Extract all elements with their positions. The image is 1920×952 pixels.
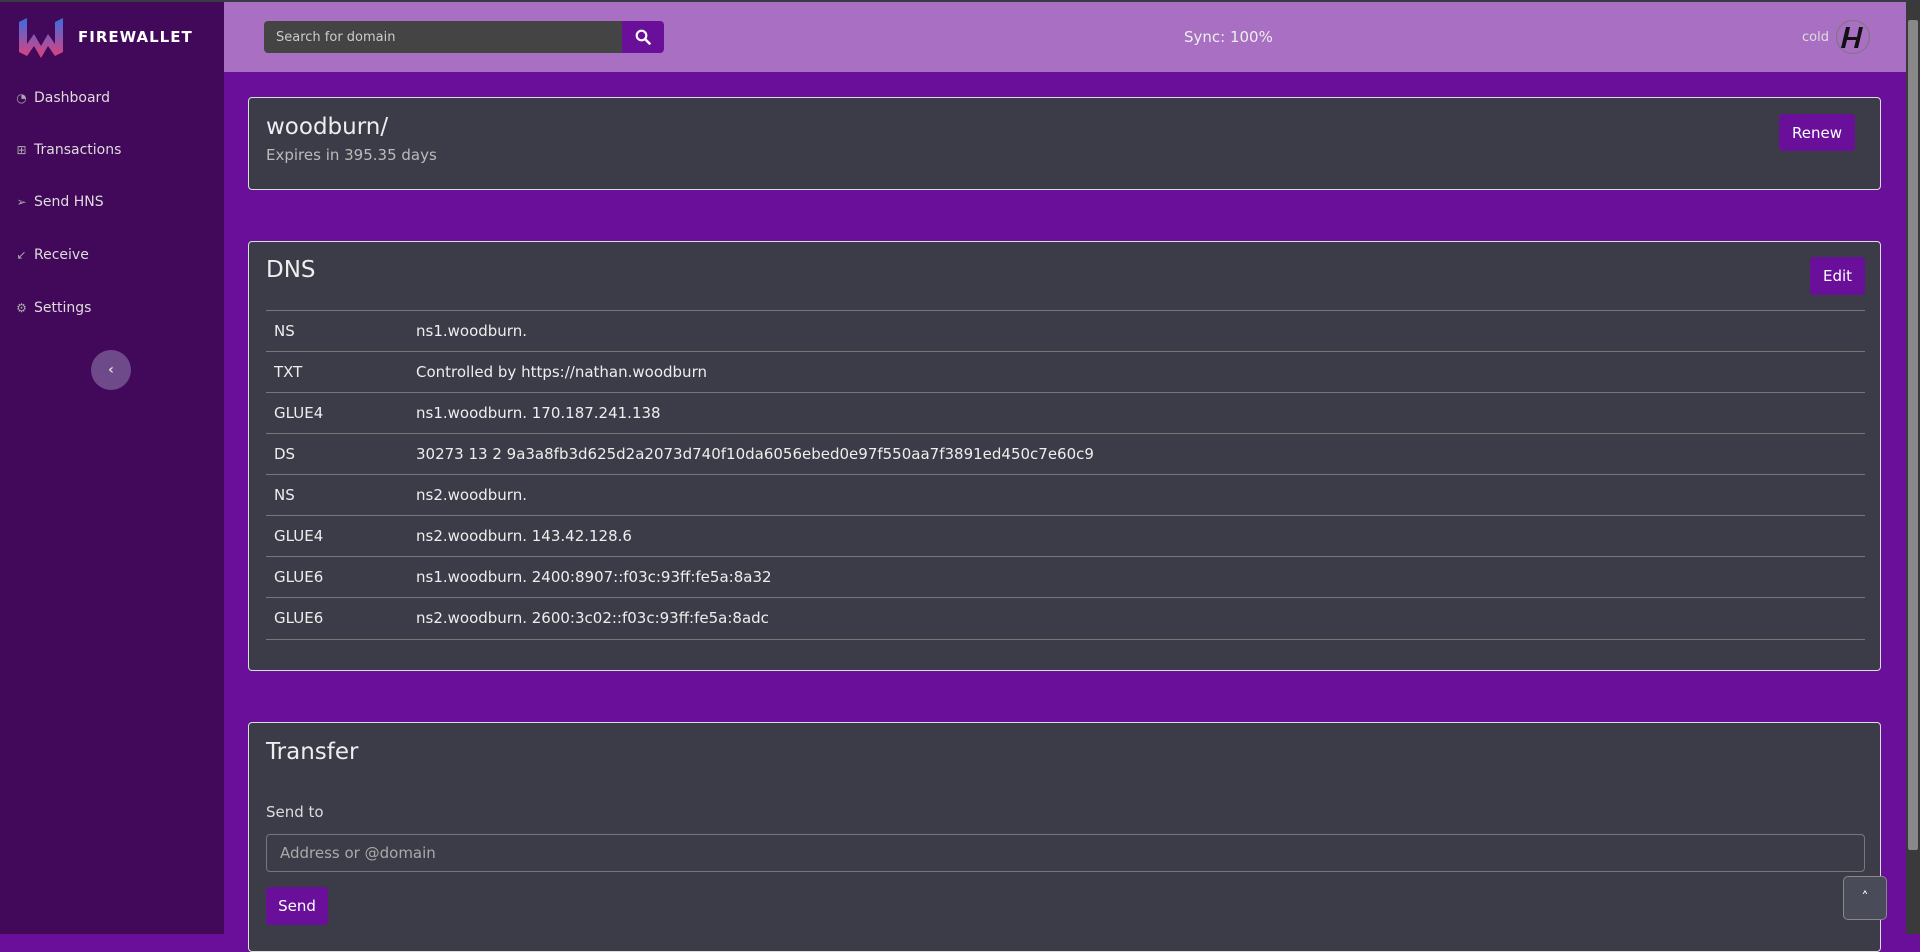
- record-value: 30273 13 2 9a3a8fb3d625d2a2073d740f10da6…: [416, 445, 1094, 463]
- domain-card: woodburn/ Expires in 395.35 days Renew: [248, 97, 1881, 190]
- search-button[interactable]: [622, 21, 664, 53]
- record-type: NS: [274, 486, 295, 504]
- record-value: ns2.woodburn.: [416, 486, 527, 504]
- record-type: TXT: [274, 363, 303, 381]
- receive-icon: ↙: [16, 248, 27, 262]
- dns-record-row: GLUE6 ns2.woodburn. 2600:3c02::f03c:93ff:…: [266, 597, 1865, 638]
- domain-name: woodburn/: [266, 114, 389, 140]
- record-value: ns2.woodburn. 2600:3c02::f03c:93ff:fe5a:…: [416, 609, 769, 627]
- send-button[interactable]: Send: [266, 887, 328, 925]
- sidebar-collapse-button[interactable]: ‹: [91, 350, 131, 390]
- edit-dns-button[interactable]: Edit: [1810, 257, 1865, 295]
- record-type: DS: [274, 445, 296, 463]
- record-type: GLUE6: [274, 609, 324, 627]
- top-bar: Sync: 100% cold: [224, 2, 1906, 72]
- send-icon: ➢: [16, 195, 27, 209]
- sidebar-item-dashboard[interactable]: ◔ Dashboard: [15, 90, 110, 106]
- sidebar-item-label: Transactions: [34, 142, 122, 158]
- transfer-title: Transfer: [266, 739, 359, 765]
- wallet-name[interactable]: cold: [1802, 30, 1829, 45]
- chevron-up-icon: ˄: [1861, 890, 1869, 906]
- sidebar-item-label: Send HNS: [34, 194, 104, 210]
- firewallet-logo: [19, 18, 63, 58]
- send-to-input[interactable]: [266, 834, 1865, 872]
- dns-record-row: NS ns1.woodburn.: [266, 310, 1865, 351]
- record-value: ns1.woodburn. 2400:8907::f03c:93ff:fe5a:…: [416, 568, 772, 586]
- avatar-logo-icon: [1841, 27, 1863, 48]
- dns-record-row: NS ns2.woodburn.: [266, 474, 1865, 515]
- dns-record-row: GLUE4 ns1.woodburn. 170.187.241.138: [266, 392, 1865, 433]
- scrollbar-thumb[interactable]: [1908, 20, 1918, 850]
- domain-expiry: Expires in 395.35 days: [266, 146, 437, 164]
- scroll-to-top-button[interactable]: ˄: [1843, 876, 1887, 920]
- dns-record-row: GLUE6 ns1.woodburn. 2400:8907::f03c:93ff:…: [266, 556, 1865, 597]
- sidebar-item-transactions[interactable]: ⊞ Transactions: [15, 142, 121, 158]
- dns-title: DNS: [266, 257, 316, 283]
- dns-record-row: TXT Controlled by https://nathan.woodburn: [266, 351, 1865, 392]
- dns-record-row: GLUE4 ns2.woodburn. 143.42.128.6: [266, 515, 1865, 556]
- search-icon: [635, 29, 651, 45]
- avatar[interactable]: [1836, 20, 1870, 54]
- record-type: GLUE6: [274, 568, 324, 586]
- search-input[interactable]: [264, 21, 626, 53]
- record-type: GLUE4: [274, 404, 324, 422]
- table-icon: ⊞: [16, 143, 27, 157]
- record-value: ns1.woodburn.: [416, 322, 527, 340]
- dns-record-row: DS 30273 13 2 9a3a8fb3d625d2a2073d740f10d…: [266, 433, 1865, 474]
- sidebar-item-send-hns[interactable]: ➢ Send HNS: [15, 194, 104, 210]
- sidebar-item-receive[interactable]: ↙ Receive: [15, 247, 89, 263]
- renew-button[interactable]: Renew: [1779, 114, 1855, 151]
- send-to-label: Send to: [266, 803, 324, 821]
- window-top-border: [0, 0, 1920, 2]
- gear-icon: ⚙: [16, 301, 27, 315]
- sidebar-item-label: Settings: [34, 300, 92, 316]
- brand-name: FIREWALLET: [78, 28, 193, 46]
- sidebar-item-settings[interactable]: ⚙ Settings: [15, 300, 91, 316]
- record-value: Controlled by https://nathan.woodburn: [416, 363, 707, 381]
- dns-card: DNS Edit NS ns1.woodburn. TXT Controlled by…: [248, 241, 1881, 671]
- sidebar: FIREWALLET ◔ Dashboard ⊞ Transactions ➢ Sen…: [0, 2, 224, 934]
- sync-status: Sync: 100%: [1184, 28, 1273, 46]
- transfer-card: Transfer Send to Send: [248, 722, 1881, 952]
- record-value: ns2.woodburn. 143.42.128.6: [416, 527, 632, 545]
- record-type: NS: [274, 322, 295, 340]
- sidebar-item-label: Dashboard: [34, 90, 110, 106]
- chevron-left-icon: ‹: [108, 362, 114, 378]
- record-value: ns1.woodburn. 170.187.241.138: [416, 404, 661, 422]
- table-bottom-border: [266, 639, 1865, 640]
- dashboard-icon: ◔: [16, 91, 27, 105]
- sidebar-item-label: Receive: [34, 247, 89, 263]
- record-type: GLUE4: [274, 527, 324, 545]
- scrollbar[interactable]: [1906, 2, 1920, 934]
